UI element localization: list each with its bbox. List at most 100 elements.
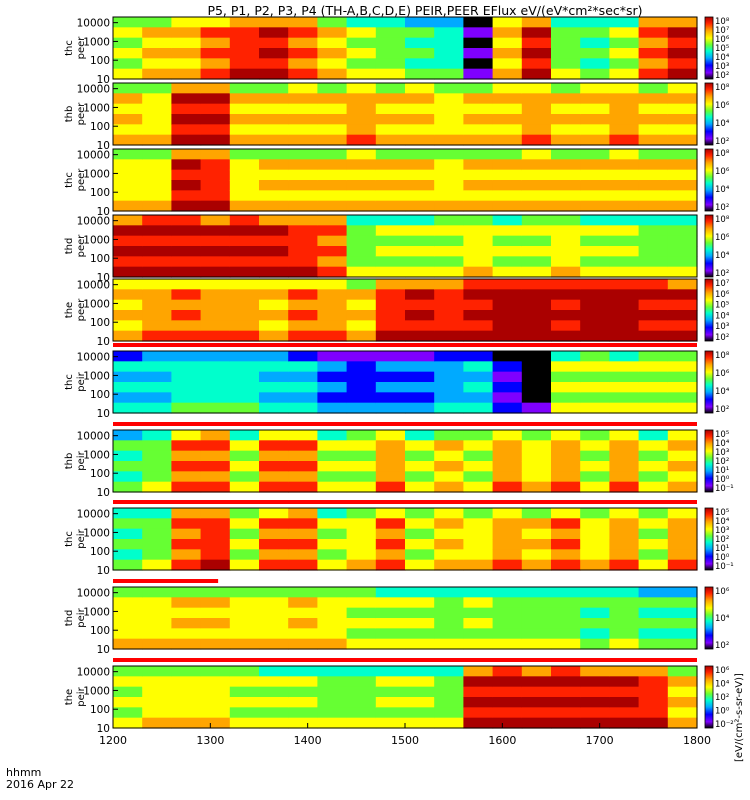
spectrogram-cell: [551, 159, 581, 171]
colorbar-tick-label: 10²: [715, 269, 729, 279]
y-tick-label: 10: [97, 336, 110, 348]
spectrogram-cell: [492, 68, 523, 80]
spectrogram-cell: [580, 235, 610, 247]
spectrogram-cell: [463, 430, 494, 441]
spectrogram-cell: [142, 528, 172, 540]
spectrogram-cell: [638, 518, 669, 530]
spectrogram-cell: [229, 440, 260, 452]
spectrogram-cell: [463, 597, 494, 609]
colorbar-tick-label: 10⁵: [715, 430, 729, 440]
spectrogram-cell: [609, 58, 640, 70]
spectrogram-cell: [667, 180, 698, 191]
spectrogram-cell: [142, 169, 172, 181]
spectrogram-cell: [113, 430, 143, 441]
spectrogram-cell: [492, 256, 523, 268]
spectrogram-cell: [580, 371, 610, 383]
spectrogram-cell: [638, 103, 669, 115]
spectrogram-cell: [346, 289, 377, 301]
spectrogram-cell: [434, 666, 464, 677]
spectrogram-cell: [492, 289, 523, 301]
spectrogram-cell: [434, 549, 464, 561]
y-tick-label: 10: [97, 140, 110, 152]
spectrogram-cell: [609, 528, 640, 540]
spectrogram-cell: [580, 256, 610, 268]
spectrogram-cell: [346, 279, 377, 290]
spectrogram-cell: [521, 371, 552, 383]
spectrogram-cell: [200, 37, 231, 49]
spectrogram-cell: [229, 508, 260, 519]
spectrogram-cell: [638, 37, 669, 49]
spectrogram-cell: [492, 607, 523, 619]
spectrogram-cell: [171, 697, 202, 708]
y-tick-label: 100: [90, 317, 110, 329]
spectrogram-cell: [113, 215, 143, 226]
spectrogram-cell: [609, 508, 640, 519]
spectrogram-cell: [200, 471, 231, 483]
panel-ylabel: thcpeer: [64, 168, 87, 192]
spectrogram-cell: [492, 93, 523, 105]
spectrogram-cell: [492, 402, 523, 414]
colorbar-tick-label: 10⁰: [715, 553, 730, 563]
spectrogram-cell: [521, 607, 552, 619]
spectrogram-cell: [375, 246, 406, 257]
colorbar-tick-label: 10⁴: [715, 680, 730, 690]
spectrogram-cell: [492, 518, 523, 530]
spectrogram-cell: [346, 225, 377, 237]
spectrogram-cell: [346, 256, 377, 268]
spectrogram-cell: [463, 628, 494, 640]
spectrogram-cell: [200, 686, 231, 698]
spectrogram-cell: [609, 124, 640, 136]
spectrogram-cell: [346, 559, 377, 571]
spectrogram-cell: [259, 471, 289, 483]
colorbar-tick-label: 10⁷: [715, 26, 730, 36]
spectrogram-cell: [580, 159, 610, 171]
spectrogram-cell: [638, 638, 669, 650]
spectrogram-cell: [463, 402, 494, 414]
spectrogram-cell: [405, 48, 435, 59]
spectrogram-cell: [317, 48, 348, 59]
spectrogram-cell: [463, 299, 494, 311]
spectrogram-cell: [229, 471, 260, 483]
colorbar-tick-label: 10⁶: [715, 101, 730, 111]
spectrogram-cell: [521, 169, 552, 181]
spectrogram-cell: [229, 190, 260, 202]
spectrogram-cell: [200, 190, 231, 202]
spectrogram-cell: [200, 707, 231, 719]
spectrogram-cell: [375, 180, 406, 191]
spectrogram-cell: [259, 320, 289, 332]
spectrogram-cell: [288, 587, 318, 598]
spectrogram-cell: [434, 83, 464, 94]
spectrogram-cell: [463, 215, 494, 226]
spectrogram-cell: [580, 587, 610, 598]
spectrogram-cell: [434, 246, 464, 257]
y-tick-label: 1000: [83, 449, 110, 461]
spectrogram-cell: [492, 481, 523, 493]
spectrogram-cell: [142, 83, 172, 94]
spectrogram-cell: [551, 539, 581, 550]
spectrogram-cell: [171, 246, 202, 257]
spectrogram-cell: [200, 200, 231, 212]
spectrogram-cell: [113, 402, 143, 414]
spectrogram-cell: [551, 382, 581, 393]
spectrogram-cell: [580, 246, 610, 257]
spectrogram-cell: [609, 103, 640, 115]
spectrogram-cell: [229, 149, 260, 160]
spectrogram-cell: [580, 402, 610, 414]
spectrogram-cell: [551, 200, 581, 212]
spectrogram-panel: 10000 1000 100 10 thdpeer 10⁸ 10⁶ 10⁴ 10²: [64, 214, 730, 284]
spectrogram-cell: [317, 717, 348, 729]
y-tick-label: 1000: [83, 685, 110, 697]
spectrogram-cell: [259, 450, 289, 462]
spectrogram-cell: [142, 58, 172, 70]
colorbar-tick-label: 10⁸: [715, 351, 730, 361]
spectrogram-cell: [521, 559, 552, 571]
spectrogram-cell: [609, 676, 640, 688]
spectrogram-cell: [113, 124, 143, 136]
spectrogram-cell: [667, 320, 698, 332]
spectrogram-cell: [667, 676, 698, 688]
spectrogram-cell: [638, 371, 669, 383]
spectrogram-cell: [638, 618, 669, 629]
spectrogram-cell: [434, 686, 464, 698]
spectrogram-cell: [492, 37, 523, 49]
spectrogram-cell: [346, 27, 377, 39]
